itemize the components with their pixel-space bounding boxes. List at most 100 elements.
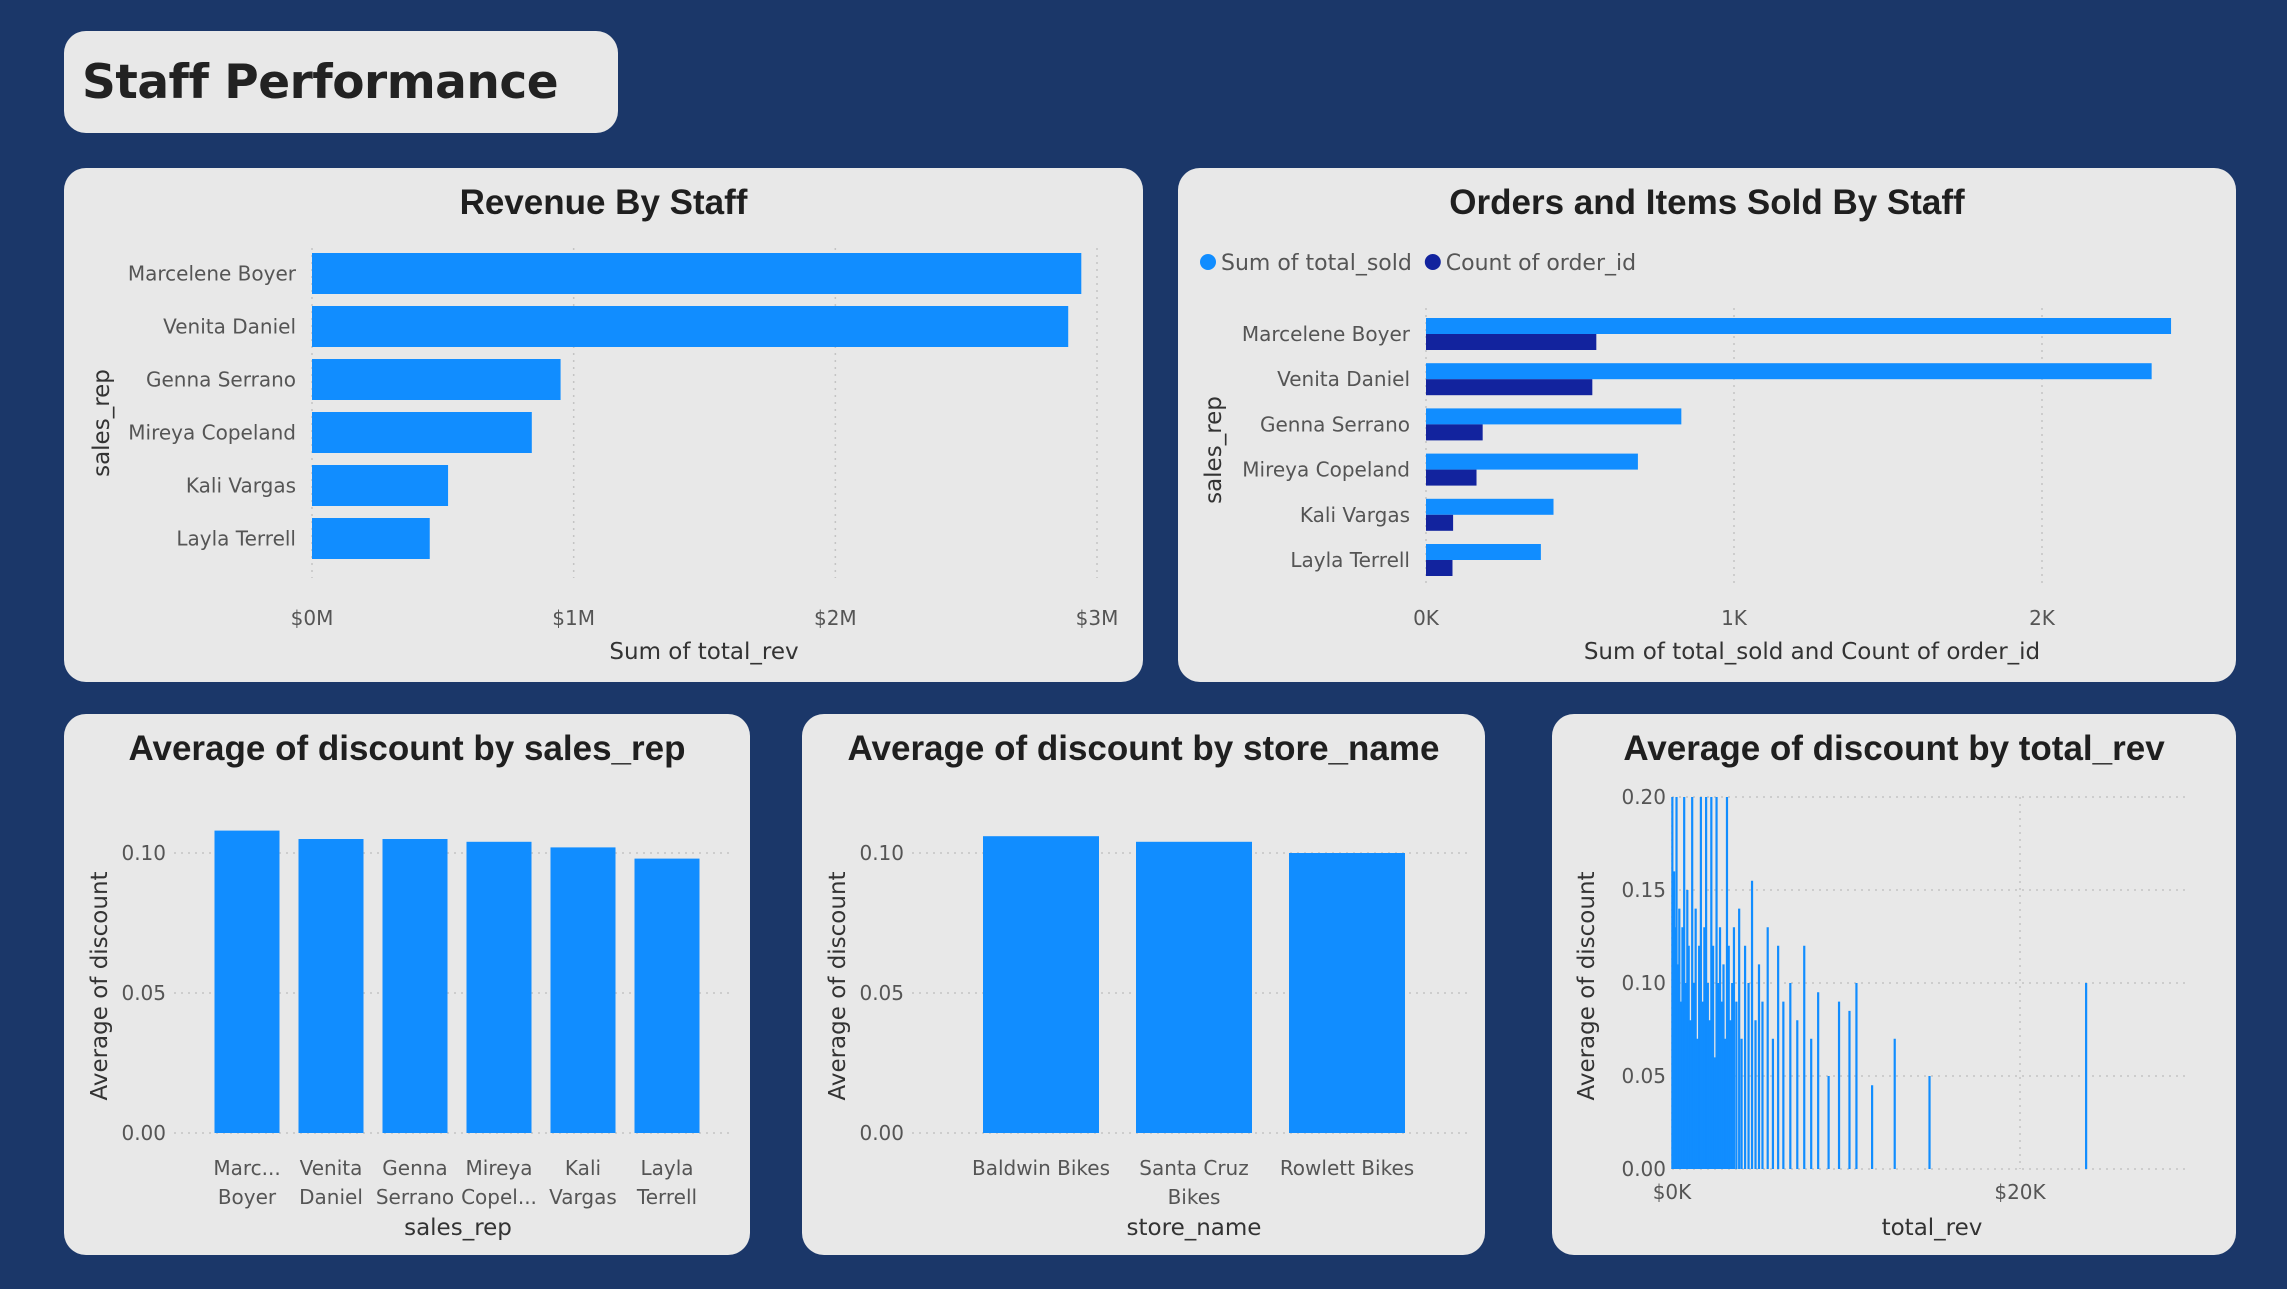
y-tick-label: 0.05 (121, 981, 166, 1005)
x-tick-label: $0K (1653, 1180, 1692, 1204)
bar (312, 518, 430, 559)
y-tick-label: 0.10 (859, 841, 904, 865)
y-axis-label: Average of discount (87, 871, 113, 1100)
chart-title: Average of discount by sales_rep (128, 729, 686, 768)
x-tick-label: Copel... (461, 1185, 537, 1209)
x-axis-label: Sum of total_rev (609, 639, 798, 665)
discount-by-sales-rep-plot: 0.00 0.05 0.10 Marc... Boyer Venita Daniel Genn… (87, 830, 734, 1241)
legend-label: Count of order_id (1446, 251, 1636, 276)
y-tick-label: 0.20 (1621, 785, 1666, 809)
chart-title: Average of discount by total_rev (1623, 729, 2165, 768)
x-tick-label: Terrell (636, 1185, 697, 1209)
discount-by-total-rev-plot: 0.00 0.05 0.10 0.15 0.20 $0K $20K total_rev Aver… (1574, 785, 2190, 1241)
x-tick-label: Bikes (1168, 1185, 1221, 1209)
x-tick-label: 1K (1721, 606, 1748, 630)
y-axis-label: sales_rep (1201, 396, 1227, 504)
y-tick-label: 0.00 (859, 1121, 904, 1145)
y-tick-label: Kali Vargas (1300, 503, 1410, 527)
x-tick-label: $3M (1076, 606, 1119, 630)
discount-by-total-rev-chart: Average of discount by total_rev 0.00 0.0… (1552, 714, 2236, 1255)
bar (312, 412, 532, 453)
y-tick-label: Marcelene Boyer (128, 262, 297, 286)
x-axis-label: store_name (1127, 1215, 1262, 1241)
bar (312, 253, 1082, 294)
bar (466, 841, 532, 1133)
x-axis-label: sales_rep (404, 1215, 512, 1241)
x-tick-label: Vargas (549, 1185, 617, 1209)
bar (1426, 379, 1593, 396)
y-tick-label: Genna Serrano (1260, 412, 1410, 436)
bar (1136, 841, 1252, 1133)
bar (312, 306, 1069, 347)
y-tick-label: 0.00 (1621, 1157, 1666, 1181)
x-tick-label: $1M (552, 606, 595, 630)
x-tick-label: 2K (2029, 606, 2056, 630)
bar (1426, 318, 2172, 334)
discount-by-store-plot: 0.00 0.05 0.10 Baldwin Bikes Santa Cruz Bikes… (825, 836, 1472, 1241)
bar (298, 839, 364, 1133)
revenue-by-staff-chart: Revenue By Staff $0M $1M $2M $3M Marcelene B… (64, 168, 1143, 682)
x-tick-label: Serrano (376, 1185, 454, 1209)
bar (634, 858, 700, 1133)
y-tick-label: Mireya Copeland (128, 421, 296, 445)
bar (382, 839, 448, 1133)
x-tick-label: Rowlett Bikes (1280, 1156, 1414, 1180)
bar (550, 847, 616, 1133)
y-tick-label: Layla Terrell (1290, 548, 1410, 572)
y-axis-label: Average of discount (825, 871, 851, 1100)
x-tick-label: Mireya (466, 1156, 533, 1180)
chart-title: Revenue By Staff (459, 183, 748, 222)
bar (1426, 469, 1477, 486)
discount-by-sales-rep-chart: Average of discount by sales_rep 0.00 0.0… (64, 714, 750, 1255)
bar (1426, 544, 1541, 560)
x-tick-label: Marc... (213, 1156, 280, 1180)
y-tick-label: 0.10 (1621, 971, 1666, 995)
y-tick-label: Venita Daniel (163, 315, 296, 339)
bar (312, 465, 449, 506)
legend-marker (1200, 254, 1216, 270)
bar (1426, 363, 2152, 380)
x-tick-label: $0M (291, 606, 334, 630)
x-tick-label: Baldwin Bikes (972, 1156, 1110, 1180)
x-tick-label: Daniel (299, 1185, 363, 1209)
discount-by-store-chart: Average of discount by store_name 0.00 0.… (802, 714, 1485, 1255)
y-tick-label: Genna Serrano (146, 368, 296, 392)
chart-title: Average of discount by store_name (847, 729, 1440, 768)
bar (1426, 514, 1454, 531)
y-axis-label: sales_rep (89, 369, 115, 477)
orders-items-by-staff-plot: 0K 1K 2K Sum of total_sold Count of order_id… (1200, 251, 2172, 665)
y-axis-label: Average of discount (1574, 871, 1600, 1100)
page-title-card: Staff Performance (64, 31, 618, 133)
legend-marker (1424, 254, 1441, 270)
revenue-by-staff-plot: $0M $1M $2M $3M Marcelene Boyer Venita Daniel… (89, 248, 1119, 665)
x-axis-label: total_rev (1882, 1215, 1983, 1241)
legend-label: Sum of total_sold (1221, 251, 1412, 276)
y-tick-label: 0.05 (859, 981, 904, 1005)
bar (1426, 453, 1638, 470)
y-tick-label: Layla Terrell (176, 527, 296, 551)
y-tick-label: Mireya Copeland (1242, 458, 1410, 482)
bar (1426, 498, 1554, 515)
page-title: Staff Performance (82, 55, 559, 110)
x-axis-label: Sum of total_sold and Count of order_id (1584, 639, 2040, 665)
x-tick-label: Layla (640, 1156, 693, 1180)
bar (1426, 424, 1483, 441)
bar (983, 836, 1099, 1133)
bar (214, 830, 280, 1133)
bar (1426, 334, 1597, 350)
x-tick-label: Santa Cruz (1139, 1156, 1248, 1180)
x-tick-label: Venita (300, 1156, 363, 1180)
y-tick-label: Kali Vargas (186, 474, 296, 498)
bar (312, 359, 561, 400)
y-tick-label: 0.05 (1621, 1064, 1666, 1088)
bar (1426, 408, 1682, 425)
x-tick-label: Kali (565, 1156, 601, 1180)
bar (1426, 560, 1453, 576)
orders-items-by-staff-chart: Orders and Items Sold By Staff 0K 1K 2K Sum… (1178, 168, 2236, 682)
x-tick-label: Genna (382, 1156, 447, 1180)
y-tick-label: Venita Daniel (1277, 367, 1410, 391)
y-tick-label: 0.15 (1621, 878, 1666, 902)
y-tick-label: 0.00 (121, 1121, 166, 1145)
x-tick-label: Boyer (218, 1185, 277, 1209)
x-tick-label: 0K (1413, 606, 1440, 630)
